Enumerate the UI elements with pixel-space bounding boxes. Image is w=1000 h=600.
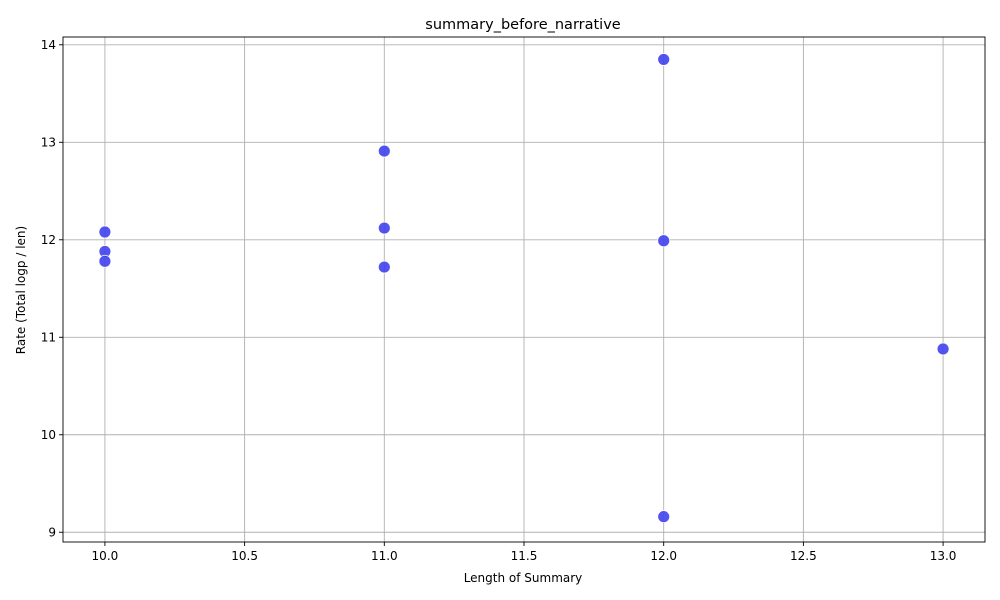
data-point xyxy=(657,234,671,248)
y-tick-label: 9 xyxy=(48,525,56,539)
data-point xyxy=(936,342,950,356)
data-point xyxy=(377,260,391,274)
x-axis-title: Length of Summary xyxy=(464,571,583,585)
data-point xyxy=(98,225,112,239)
y-axis-title: Rate (Total logp / len) xyxy=(14,226,28,354)
data-points xyxy=(98,53,950,524)
x-tick-label: 11.5 xyxy=(511,549,538,563)
x-tick-label: 10.0 xyxy=(92,549,119,563)
chart-title: summary_before_narrative xyxy=(425,17,621,33)
x-axis: 10.0 10.5 11.0 11.5 12.0 12.5 13.0 xyxy=(92,542,957,563)
data-point xyxy=(657,510,671,524)
y-tick-label: 11 xyxy=(41,330,56,344)
x-tick-label: 12.5 xyxy=(790,549,817,563)
y-tick-label: 10 xyxy=(41,428,56,442)
data-point xyxy=(377,221,391,235)
data-point xyxy=(377,144,391,158)
y-tick-label: 14 xyxy=(41,38,56,52)
x-tick-label: 11.0 xyxy=(371,549,398,563)
data-point xyxy=(98,254,112,268)
data-point xyxy=(657,53,671,66)
y-tick-label: 13 xyxy=(41,135,56,149)
y-tick-label: 12 xyxy=(41,233,56,247)
x-tick-label: 10.5 xyxy=(231,549,258,563)
y-axis: 9 10 11 12 13 14 xyxy=(41,38,63,539)
x-tick-label: 12.0 xyxy=(650,549,677,563)
x-tick-label: 13.0 xyxy=(930,549,957,563)
grid xyxy=(63,37,985,542)
